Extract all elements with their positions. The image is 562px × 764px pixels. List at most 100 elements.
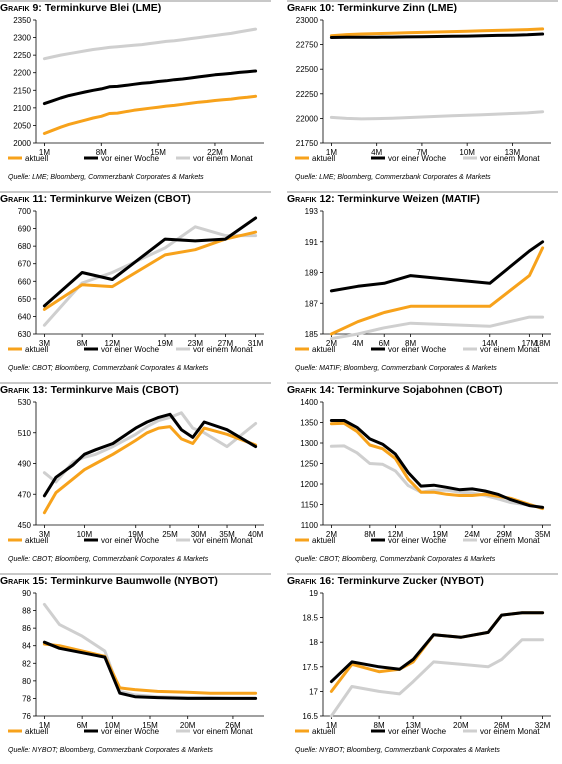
- legend-label-vor-einer-woche: vor einer Woche: [388, 154, 447, 163]
- y-tick-label: 510: [18, 429, 32, 438]
- series-line-aktuell: [42, 425, 258, 515]
- x-tick-label: 23M: [187, 339, 203, 348]
- chart-panel: Grafik 14: Terminkurve Sojabohnen (CBOT)…: [287, 382, 558, 573]
- x-tick-label: 27M: [218, 339, 234, 348]
- legend-label-aktuell: aktuell: [25, 345, 48, 354]
- x-tick-label: 8M: [77, 339, 88, 348]
- chart-svg: 450 470 490 510 530 3M 10M 19M 25M 30M 35M 40M aktue…: [8, 398, 264, 545]
- x-tick-label: 20M: [180, 721, 196, 730]
- section-rule: [287, 0, 558, 2]
- chart-title: Grafik 16: Terminkurve Zucker (NYBOT): [287, 575, 484, 587]
- legend-label-vor-einer-woche: vor einer Woche: [101, 727, 160, 736]
- legend-label-aktuell: aktuell: [25, 727, 48, 736]
- x-tick-label: 35M: [219, 530, 235, 539]
- x-tick-label: 3M: [39, 530, 50, 539]
- chart-name: Terminkurve Baumwolle (NYBOT): [47, 575, 218, 587]
- x-tick-label: 6M: [77, 721, 88, 730]
- chart-name: Terminkurve Weizen (MATIF): [334, 193, 480, 205]
- section-rule: [0, 382, 271, 384]
- y-tick-label: 84: [22, 642, 31, 651]
- x-tick-label: 6M: [379, 339, 390, 348]
- y-tick-label: 90: [22, 589, 31, 598]
- y-tick-label: 490: [18, 460, 32, 469]
- x-tick-label: 8M: [96, 148, 107, 157]
- legend-label-vor-einer-woche: vor einer Woche: [388, 345, 447, 354]
- x-tick-label: 15M: [142, 721, 158, 730]
- y-tick-label: 19: [309, 589, 318, 598]
- section-rule: [0, 191, 271, 193]
- x-tick-label: 19M: [157, 339, 173, 348]
- chart-svg: 16.5 17 17.5 18 18.5 19 1M 8M 13M 20M 26M 32M aktuel…: [295, 589, 551, 736]
- chart-source: Quelle: LME; Bloomberg, Commerzbank Corp…: [8, 174, 204, 181]
- y-tick-label: 78: [22, 694, 31, 703]
- series-line-aktuell: [329, 27, 545, 38]
- chart-number: Grafik 13:: [0, 384, 48, 396]
- y-tick-label: 640: [18, 312, 32, 321]
- chart-svg: 1100 1150 1200 1250 1300 1350 1400 2M 8M 12M 19M 24…: [295, 398, 551, 545]
- chart-source: Quelle: NYBOT; Bloomberg, Commerzbank Co…: [295, 747, 500, 754]
- y-tick-label: 22500: [296, 65, 319, 74]
- x-tick-label: 15M: [150, 148, 166, 157]
- chart-number: Grafik 15:: [0, 575, 48, 587]
- x-tick-label: 40M: [248, 530, 264, 539]
- legend-label-vor-einem-monat: vor einem Monat: [480, 345, 540, 354]
- legend-label-vor-einer-woche: vor einer Woche: [388, 536, 447, 545]
- x-tick-label: 8M: [405, 339, 416, 348]
- section-rule: [287, 191, 558, 193]
- chart-number: Grafik 14:: [287, 384, 335, 396]
- series-line-vor-einer-woche: [329, 32, 545, 39]
- chart-source: Quelle: CBOT; Bloomberg, Commerzbank Cor…: [8, 365, 209, 372]
- y-tick-label: 670: [18, 260, 32, 269]
- x-tick-label: 4M: [371, 148, 382, 157]
- y-tick-label: 2300: [13, 34, 31, 43]
- series-line-vor-einer-woche: [329, 419, 545, 509]
- y-tick-label: 17.5: [302, 663, 318, 672]
- x-tick-label: 1M: [39, 148, 50, 157]
- x-tick-label: 30M: [191, 530, 207, 539]
- x-tick-label: 12M: [388, 530, 404, 539]
- y-tick-label: 80: [22, 677, 31, 686]
- x-tick-label: 10M: [459, 148, 475, 157]
- legend-label-vor-einem-monat: vor einem Monat: [480, 536, 540, 545]
- y-tick-label: 470: [18, 490, 32, 499]
- legend-label-aktuell: aktuell: [312, 536, 335, 545]
- series-line-aktuell: [329, 421, 545, 511]
- y-tick-label: 82: [22, 659, 31, 668]
- legend-label-vor-einem-monat: vor einem Monat: [193, 345, 253, 354]
- chart-panel: Grafik 12: Terminkurve Weizen (MATIF) 185…: [287, 191, 558, 382]
- y-tick-label: 1250: [300, 460, 318, 469]
- y-tick-label: 2050: [13, 121, 31, 130]
- y-tick-label: 660: [18, 277, 32, 286]
- y-tick-label: 1350: [300, 419, 318, 428]
- legend-label-vor-einem-monat: vor einem Monat: [480, 727, 540, 736]
- legend-label-aktuell: aktuell: [25, 536, 48, 545]
- legend-label-vor-einem-monat: vor einem Monat: [193, 536, 253, 545]
- x-tick-label: 1M: [39, 721, 50, 730]
- y-tick-label: 2100: [13, 104, 31, 113]
- legend-label-vor-einer-woche: vor einer Woche: [101, 345, 160, 354]
- chart-panel: Grafik 16: Terminkurve Zucker (NYBOT) 16.…: [287, 573, 558, 764]
- x-tick-label: 26M: [494, 721, 510, 730]
- chart-panel: Grafik 13: Terminkurve Mais (CBOT) 450 470…: [0, 382, 271, 573]
- chart-source: Quelle: CBOT; Bloomberg, Commerzbank Cor…: [295, 556, 496, 563]
- x-tick-label: 22M: [207, 148, 223, 157]
- x-tick-label: 10M: [77, 530, 93, 539]
- series-line-vor-einem-monat: [42, 27, 258, 61]
- y-tick-label: 18: [309, 638, 318, 647]
- chart-svg: 21750 22000 22250 22500 22750 23000 1M 4M 7M 10M 1…: [295, 16, 551, 163]
- series-line-vor-einem-monat: [329, 444, 545, 509]
- x-tick-label: 8M: [364, 530, 375, 539]
- chart-source: Quelle: LME; Bloomberg, Commerzbank Corp…: [295, 174, 491, 181]
- y-tick-label: 22000: [296, 114, 319, 123]
- chart-title: Grafik 13: Terminkurve Mais (CBOT): [0, 384, 179, 396]
- x-tick-label: 13M: [505, 148, 521, 157]
- series-line-vor-einem-monat: [42, 225, 258, 327]
- chart-title: Grafik 10: Terminkurve Zinn (LME): [287, 2, 457, 14]
- series-line-vor-einer-woche: [329, 611, 545, 684]
- section-rule: [0, 573, 271, 575]
- x-tick-label: 24M: [464, 530, 480, 539]
- x-tick-label: 19M: [432, 530, 448, 539]
- series-line-aktuell: [42, 94, 258, 135]
- x-tick-label: 3M: [39, 339, 50, 348]
- legend-label-vor-einem-monat: vor einem Monat: [193, 727, 253, 736]
